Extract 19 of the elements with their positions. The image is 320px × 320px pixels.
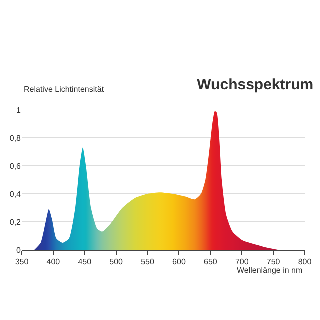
x-tick-label: 600: [172, 258, 186, 267]
y-tick-label: 0: [16, 246, 22, 255]
x-tick-label: 750: [266, 258, 281, 267]
x-tick-label: 800: [298, 258, 312, 267]
x-tick-label: 550: [141, 258, 155, 267]
x-tick-label: 350: [15, 258, 30, 267]
x-tick-label: 650: [204, 258, 218, 267]
y-tick-label: 0,8: [10, 134, 22, 143]
x-tick-label: 450: [78, 258, 92, 267]
y-tick-label: 1: [16, 106, 22, 115]
x-tick-label: 400: [46, 258, 61, 267]
y-tick-label: 0,6: [10, 162, 22, 171]
x-tick-label: 500: [110, 258, 124, 267]
chart-title: Wuchsspektrum: [197, 76, 314, 94]
x-axis-title: Wellenlänge in nm: [237, 266, 304, 275]
y-axis-title: Relative Lichtintensität: [24, 85, 105, 94]
y-tick-label: 0,4: [10, 190, 22, 199]
y-tick-label: 0,2: [10, 218, 22, 227]
x-tick-label: 700: [235, 258, 250, 267]
